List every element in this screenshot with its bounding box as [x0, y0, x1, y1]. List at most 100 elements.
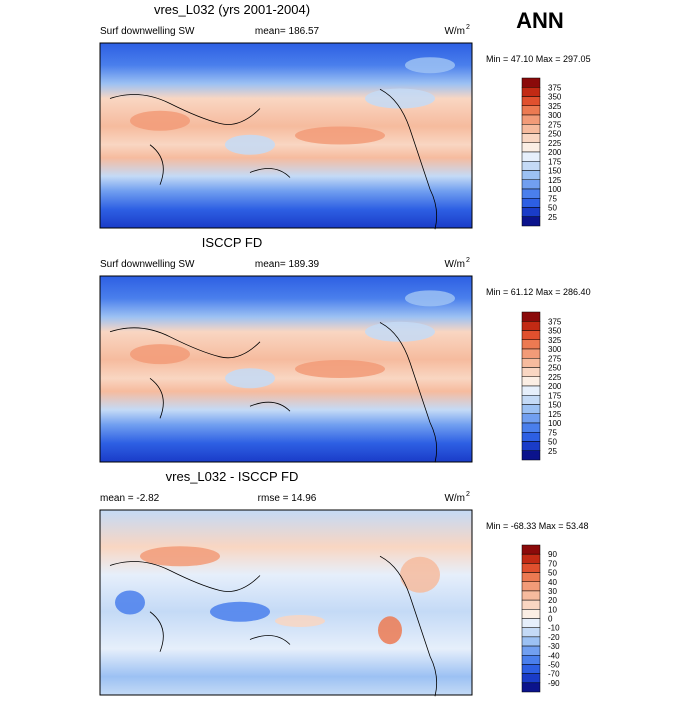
colorbar-box [521, 358, 541, 368]
map-patch [405, 57, 455, 74]
colorbar-box [521, 627, 541, 638]
panel-title: vres_L032 (yrs 2001-2004) [154, 2, 310, 17]
colorbar-box [521, 179, 541, 190]
colorbar-label: 325 [548, 102, 562, 111]
colorbar-box [521, 553, 541, 564]
colorbar-label: 200 [548, 148, 562, 157]
colorbar-label: 350 [548, 327, 562, 336]
units: W/m [444, 26, 465, 37]
colorbar-label: 300 [548, 111, 562, 120]
colorbar-box [521, 655, 541, 665]
colorbar-box [521, 563, 541, 573]
map-frame [99, 509, 473, 696]
colorbar-label: 40 [548, 578, 557, 587]
colorbar-label: 250 [548, 130, 562, 139]
center-label: mean= 186.57 [255, 26, 320, 37]
colorbar-box [521, 636, 541, 647]
map-patch [130, 344, 190, 365]
colorbar-box [521, 105, 541, 116]
colorbar-label: 250 [548, 364, 562, 373]
colorbar-box [521, 198, 541, 208]
panel-title: vres_L032 - ISCCP FD [166, 469, 299, 484]
figure-title: ANN [516, 8, 564, 33]
colorbar-box [521, 673, 541, 684]
colorbar-label: -50 [548, 660, 560, 669]
colorbar-label: -40 [548, 651, 560, 660]
colorbar-box [521, 450, 541, 461]
units-superscript: 2 [466, 257, 470, 264]
colorbar-label: 275 [548, 354, 562, 363]
map-field [100, 276, 472, 462]
colorbar-label: 20 [548, 596, 557, 605]
colorbar-label: 325 [548, 336, 562, 345]
colorbar-box [521, 395, 541, 405]
map-field [100, 43, 472, 228]
coastline [109, 555, 438, 697]
map-field [100, 510, 472, 695]
colorbar-label: 175 [548, 157, 562, 166]
colorbar-box [521, 441, 541, 451]
colorbar-box [521, 339, 541, 350]
center-label: mean= 189.39 [255, 259, 320, 270]
panel-title: ISCCP FD [202, 235, 262, 250]
colorbar-box [521, 207, 541, 217]
colorbar-box [521, 618, 541, 628]
colorbar-box [521, 645, 541, 656]
map-patch [225, 368, 275, 389]
colorbar-box [521, 311, 541, 322]
colorbar-label: 0 [548, 615, 553, 624]
colorbar-box [521, 348, 541, 359]
map-patch [210, 601, 270, 622]
colorbar-box [521, 142, 541, 153]
map-patch [275, 615, 325, 627]
map-frame [99, 42, 473, 229]
colorbar-box [521, 188, 541, 199]
colorbar-box [521, 572, 541, 582]
colorbar-label: 275 [548, 120, 562, 129]
units: W/m [444, 493, 465, 504]
colorbar-box [521, 161, 541, 171]
map-patch [130, 110, 190, 131]
colorbar-label: 150 [548, 401, 562, 410]
colorbar-box [521, 599, 541, 610]
left-label: Surf downwelling SW [100, 26, 195, 37]
units-superscript: 2 [466, 491, 470, 498]
colorbar-label: 300 [548, 345, 562, 354]
colorbar-box [521, 330, 541, 340]
colorbar-box [521, 151, 541, 162]
colorbar-box [521, 581, 541, 592]
colorbar-label: 100 [548, 185, 562, 194]
colorbar-label: 50 [548, 438, 557, 447]
colorbar-box [521, 544, 541, 555]
colorbar-box [521, 422, 541, 433]
left-label: Surf downwelling SW [100, 259, 195, 270]
colorbar-label: 70 [548, 559, 557, 568]
center-label: rmse = 14.96 [258, 493, 317, 504]
colorbar-box [521, 124, 541, 134]
left-label: mean = -2.82 [100, 493, 160, 504]
colorbar-label: 200 [548, 382, 562, 391]
coastline [109, 88, 438, 230]
colorbar-label: 25 [548, 213, 557, 222]
colorbar-label: 75 [548, 428, 557, 437]
colorbar-box [521, 609, 541, 619]
colorbar-label: 25 [548, 447, 557, 456]
map-patch [378, 616, 402, 645]
min-max: Min = 47.10 Max = 297.05 [486, 54, 591, 64]
colorbar-label: -70 [548, 670, 560, 679]
map-patch [295, 360, 385, 378]
units-superscript: 2 [466, 24, 470, 31]
map-patch [365, 321, 435, 342]
map-patch [405, 290, 455, 307]
colorbar-label: 90 [548, 550, 557, 559]
colorbar-label: 125 [548, 176, 562, 185]
colorbar-label: -10 [548, 624, 560, 633]
colorbar-box [521, 413, 541, 424]
units: W/m [444, 259, 465, 270]
colorbar-box [521, 590, 541, 601]
map-patch [365, 88, 435, 109]
colorbar-box [521, 664, 541, 674]
min-max: Min = -68.33 Max = 53.48 [486, 521, 589, 531]
colorbar-label: -90 [548, 679, 560, 688]
map-frame [99, 275, 473, 463]
